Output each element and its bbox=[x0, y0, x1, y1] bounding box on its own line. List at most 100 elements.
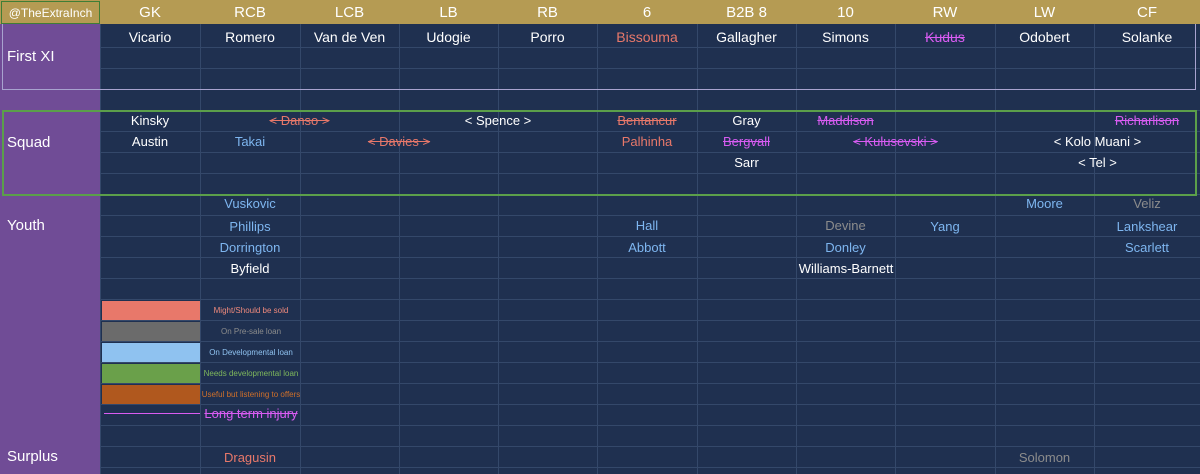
header-6: 6 bbox=[642, 4, 652, 21]
grid-line bbox=[895, 24, 896, 474]
header-10: 10 bbox=[837, 4, 854, 21]
player-tel: < Tel > bbox=[1078, 155, 1117, 170]
player-scarlett: Scarlett bbox=[1124, 240, 1170, 255]
player-maddison: Maddison bbox=[817, 113, 874, 128]
grid-line bbox=[0, 446, 1200, 447]
grid-line bbox=[0, 383, 1200, 384]
player-davies: < Davies > bbox=[367, 134, 431, 149]
legend-label-needs-loan: Needs developmental loan bbox=[203, 369, 299, 378]
grid-line bbox=[697, 24, 698, 474]
player-odobert: Odobert bbox=[1019, 29, 1070, 45]
player-williams-barnett: Williams-Barnett bbox=[798, 261, 894, 276]
player-romero: Romero bbox=[225, 29, 275, 45]
player-kulusevski: < Kulusevski > bbox=[853, 134, 938, 149]
header-gk: GK bbox=[139, 4, 161, 21]
grid-line bbox=[0, 404, 1200, 405]
grid-line bbox=[300, 24, 301, 474]
grid-line bbox=[0, 173, 1200, 174]
grid-line bbox=[0, 362, 1200, 363]
header-lcb: LCB bbox=[334, 4, 365, 21]
grid-line bbox=[0, 236, 1200, 237]
player-takai: Takai bbox=[234, 134, 266, 149]
grid-line bbox=[0, 68, 1200, 69]
player-byfield: Byfield bbox=[230, 261, 270, 276]
grid-line bbox=[0, 278, 1200, 279]
row-label-surplus: Surplus bbox=[7, 448, 58, 465]
grid-line bbox=[200, 24, 201, 474]
player-van-de-ven: Van de Ven bbox=[313, 29, 386, 45]
player-vicario: Vicario bbox=[128, 29, 172, 45]
player-devine: Devine bbox=[825, 218, 866, 233]
player-phillips: Phillips bbox=[229, 219, 271, 234]
player-kudus: Kudus bbox=[925, 29, 965, 45]
player-dragusin: Dragusin bbox=[223, 450, 277, 465]
player-udogie: Udogie bbox=[426, 29, 471, 45]
row-label-first-xi: First XI bbox=[7, 48, 55, 65]
legend-swatch-pre-sale-loan bbox=[102, 322, 200, 341]
player-simons: Simons bbox=[822, 29, 869, 45]
header-b2b-8: B2B 8 bbox=[726, 4, 767, 21]
player-spence: < Spence > bbox=[464, 113, 532, 128]
grid-line bbox=[0, 299, 1200, 300]
header-lb: LB bbox=[439, 4, 458, 21]
first-xi-border bbox=[2, 24, 1196, 90]
grid-line bbox=[100, 24, 101, 474]
row-label-squad: Squad bbox=[7, 134, 51, 151]
grid-line bbox=[0, 257, 1200, 258]
grid-line bbox=[995, 24, 996, 474]
header-rw: RW bbox=[932, 4, 958, 21]
player-danso: < Danso > bbox=[269, 113, 330, 128]
legend-label-injury: Long term injury bbox=[204, 406, 298, 421]
player-solanke: Solanke bbox=[1121, 29, 1173, 45]
author-handle: @TheExtraInch bbox=[1, 1, 100, 24]
grid-line bbox=[0, 152, 1200, 153]
player-donley: Donley bbox=[825, 240, 866, 255]
legend-label-sell: Might/Should be sold bbox=[213, 306, 289, 315]
grid-line bbox=[597, 24, 598, 474]
player-yang: Yang bbox=[930, 219, 960, 234]
row-label-youth: Youth bbox=[7, 217, 45, 234]
player-palhinha: Palhinha bbox=[621, 134, 673, 149]
player-dorrington: Dorrington bbox=[219, 240, 281, 255]
player-kolo-muani: < Kolo Muani > bbox=[1053, 134, 1142, 149]
player-kinsky: Kinsky bbox=[130, 113, 170, 128]
grid-line bbox=[399, 24, 400, 474]
player-veliz: Veliz bbox=[1133, 196, 1161, 211]
grid-line bbox=[0, 341, 1200, 342]
legend-swatch-sell bbox=[102, 301, 200, 320]
player-gray: Gray bbox=[732, 113, 761, 128]
grid-line bbox=[0, 47, 1200, 48]
grid-line bbox=[0, 215, 1200, 216]
legend-swatch-listening-to-offers bbox=[102, 385, 200, 404]
legend-label-listening-to-offers: Useful but listening to offers bbox=[201, 390, 301, 399]
grid-line bbox=[1094, 24, 1095, 474]
player-austin: Austin bbox=[131, 134, 169, 149]
player-lankshear: Lankshear bbox=[1116, 219, 1178, 234]
row-label-column bbox=[0, 24, 100, 474]
legend-swatch-developmental-loan bbox=[102, 343, 200, 362]
squad-border bbox=[2, 110, 1197, 196]
grid-line bbox=[0, 131, 1200, 132]
legend-label-pre-sale-loan: On Pre-sale loan bbox=[220, 327, 282, 336]
player-gallagher: Gallagher bbox=[716, 29, 777, 45]
header-rb: RB bbox=[537, 4, 558, 21]
grid-line bbox=[0, 467, 1200, 468]
player-richarlison: Richarlison bbox=[1114, 113, 1180, 128]
grid-line bbox=[796, 24, 797, 474]
player-abbott: Abbott bbox=[628, 240, 666, 255]
grid-line bbox=[0, 320, 1200, 321]
player-hall: Hall bbox=[635, 218, 659, 233]
player-solomon: Solomon bbox=[1018, 450, 1071, 465]
player-vuskovic: Vuskovic bbox=[224, 196, 276, 211]
grid-line bbox=[498, 24, 499, 474]
header-rcb: RCB bbox=[234, 4, 266, 21]
position-header-row bbox=[0, 0, 1200, 24]
injury-line-icon bbox=[104, 413, 200, 414]
player-porro: Porro bbox=[530, 29, 565, 45]
player-moore: Moore bbox=[1026, 196, 1063, 211]
player-bentancur: Bentancur bbox=[617, 113, 677, 128]
grid-line bbox=[0, 425, 1200, 426]
header-cf: CF bbox=[1137, 4, 1157, 21]
legend-swatch-needs-loan bbox=[102, 364, 200, 383]
